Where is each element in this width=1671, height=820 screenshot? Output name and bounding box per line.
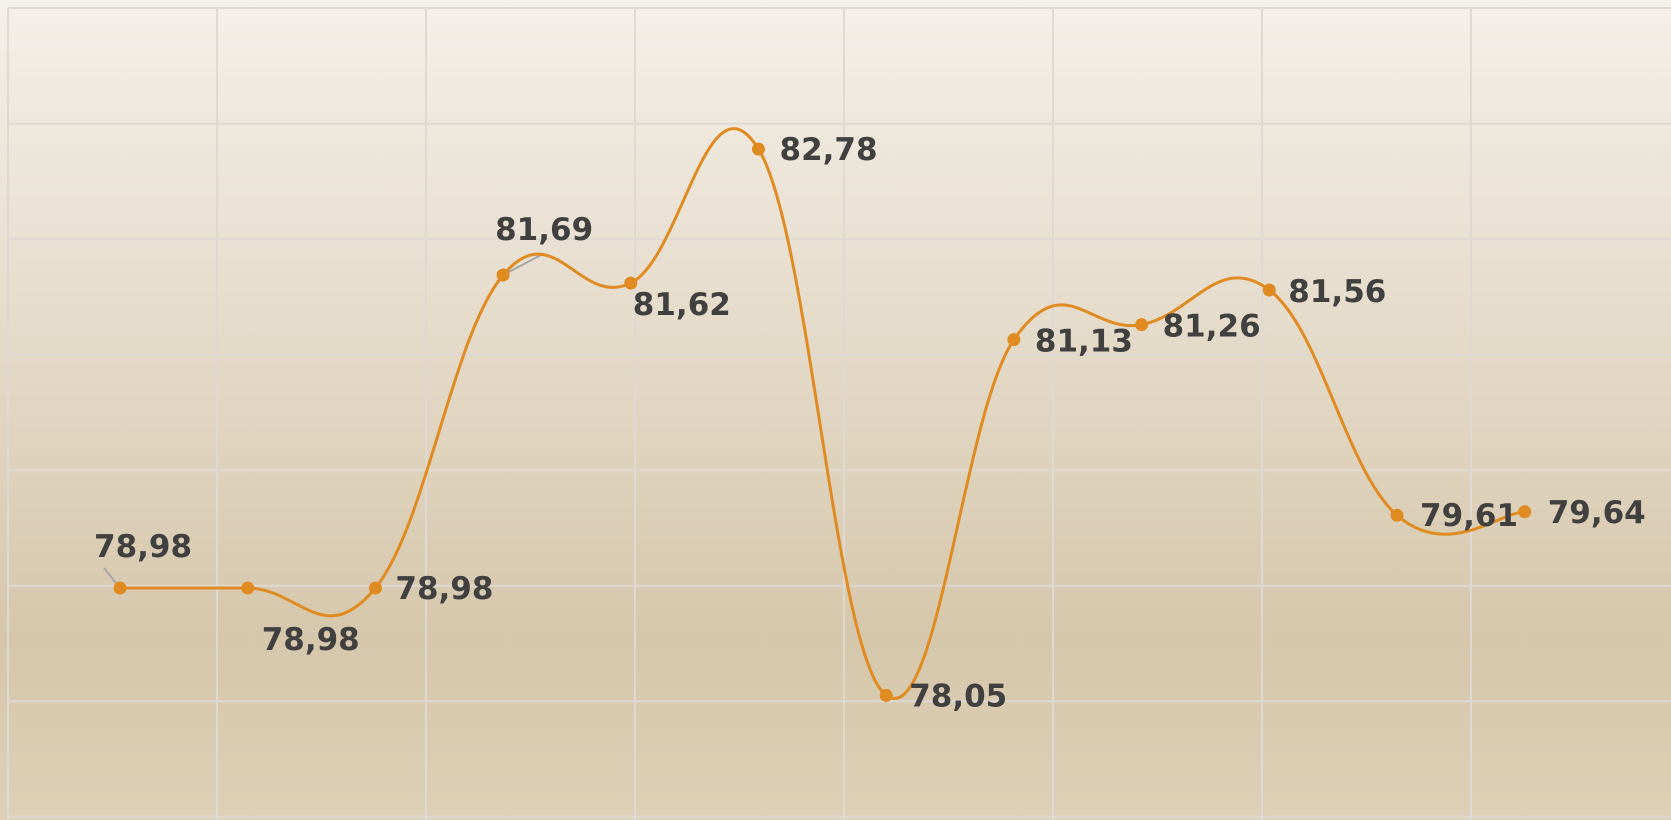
data-point-marker <box>1390 508 1404 522</box>
gridlines <box>7 7 1671 820</box>
data-label: 81,62 <box>633 287 731 323</box>
data-labels: 78,98 78,98 78,98 81,69 81,62 82,78 78,05 81,13… <box>94 132 1646 714</box>
data-point-marker <box>368 581 382 595</box>
data-label: 78,98 <box>395 571 493 607</box>
data-label: 82,78 <box>780 132 878 168</box>
data-point-marker <box>879 688 893 702</box>
data-label: 79,61 <box>1420 498 1518 534</box>
label-leader-line <box>502 254 542 276</box>
data-label: 81,56 <box>1288 274 1386 310</box>
data-label: 78,98 <box>94 529 192 565</box>
data-point-marker <box>241 581 255 595</box>
data-label: 79,64 <box>1548 495 1646 531</box>
data-label: 78,05 <box>909 678 1007 714</box>
data-point-marker <box>496 268 510 282</box>
data-label: 81,69 <box>495 212 593 248</box>
data-label: 81,26 <box>1163 309 1261 345</box>
data-point-marker <box>752 142 765 156</box>
data-label: 78,98 <box>262 622 360 658</box>
data-point-marker <box>1135 318 1149 332</box>
data-point-marker <box>1262 283 1276 297</box>
data-point-marker <box>1518 505 1532 519</box>
data-point-marker <box>1007 333 1021 347</box>
data-points <box>113 142 1532 702</box>
data-point-marker <box>624 276 638 290</box>
data-point-marker <box>113 581 127 595</box>
data-label: 81,13 <box>1035 324 1133 360</box>
